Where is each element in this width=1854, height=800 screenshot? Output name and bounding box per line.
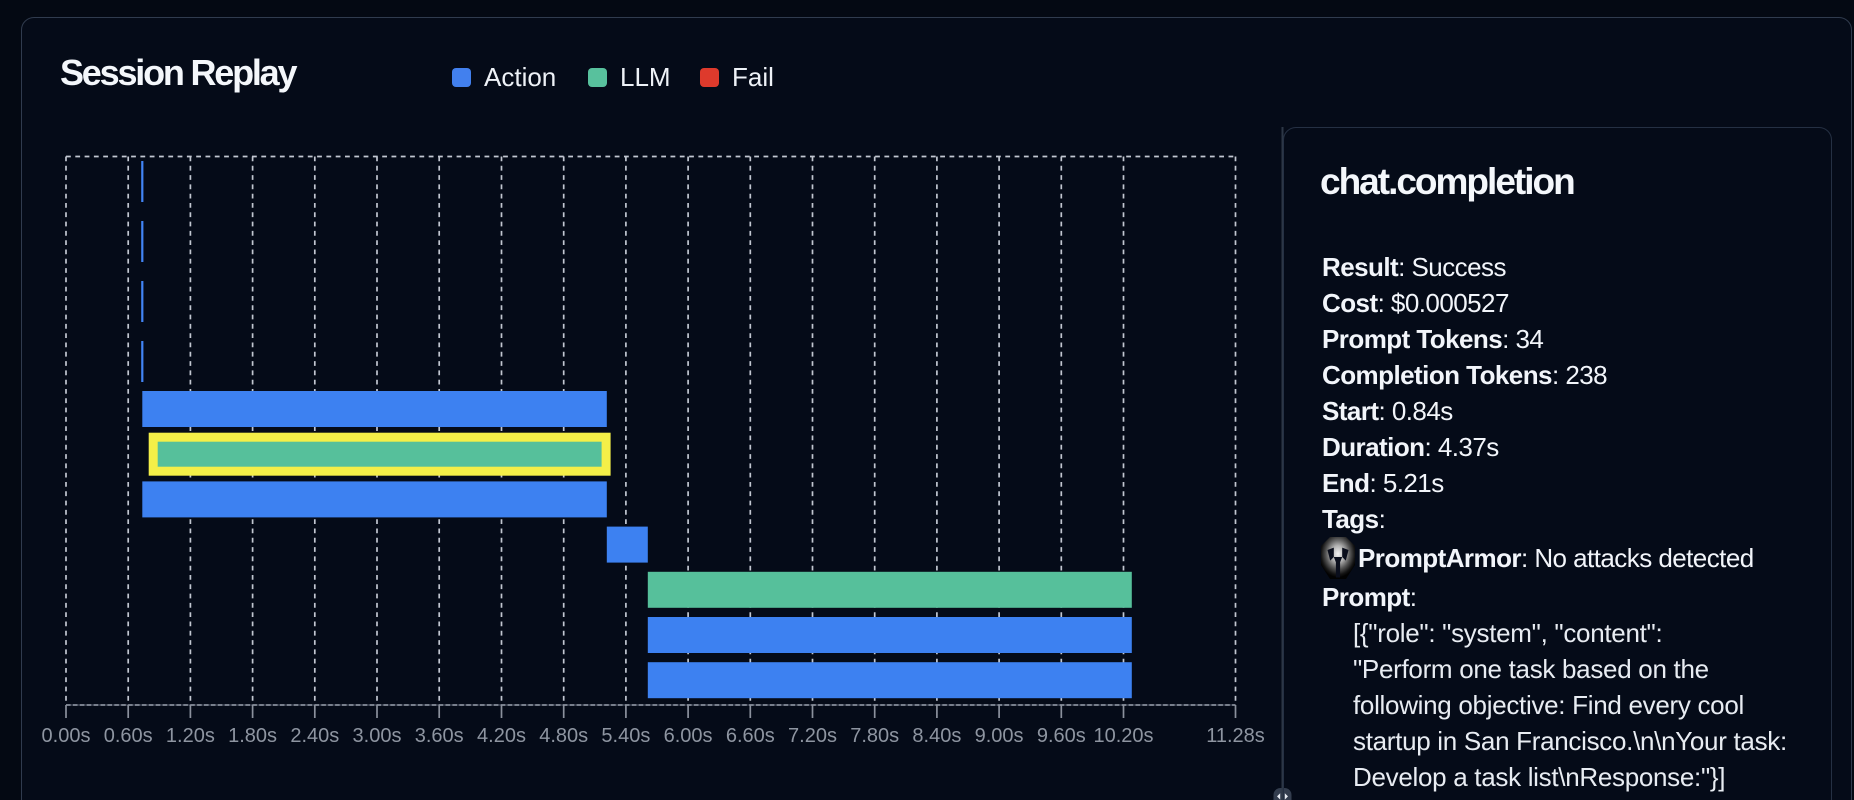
svg-text:4.80s: 4.80s [539, 725, 588, 747]
svg-text:6.60s: 6.60s [726, 725, 775, 747]
svg-text:5.40s: 5.40s [601, 725, 650, 747]
svg-text:8.40s: 8.40s [912, 725, 961, 747]
svg-text:0.60s: 0.60s [104, 725, 153, 747]
svg-text:7.80s: 7.80s [850, 725, 899, 747]
svg-text:0.00s: 0.00s [42, 725, 91, 747]
svg-text:10.20s: 10.20s [1093, 725, 1153, 747]
svg-text:4.20s: 4.20s [477, 725, 526, 747]
svg-text:9.00s: 9.00s [975, 725, 1024, 747]
svg-text:7.20s: 7.20s [788, 725, 837, 747]
svg-text:1.80s: 1.80s [228, 725, 277, 747]
svg-text:3.00s: 3.00s [353, 725, 402, 747]
svg-text:9.60s: 9.60s [1037, 725, 1086, 747]
svg-text:2.40s: 2.40s [290, 725, 339, 747]
svg-text:1.20s: 1.20s [166, 725, 215, 747]
svg-text:6.00s: 6.00s [664, 725, 713, 747]
svg-text:3.60s: 3.60s [415, 725, 464, 747]
svg-text:11.28s: 11.28s [1206, 725, 1265, 747]
